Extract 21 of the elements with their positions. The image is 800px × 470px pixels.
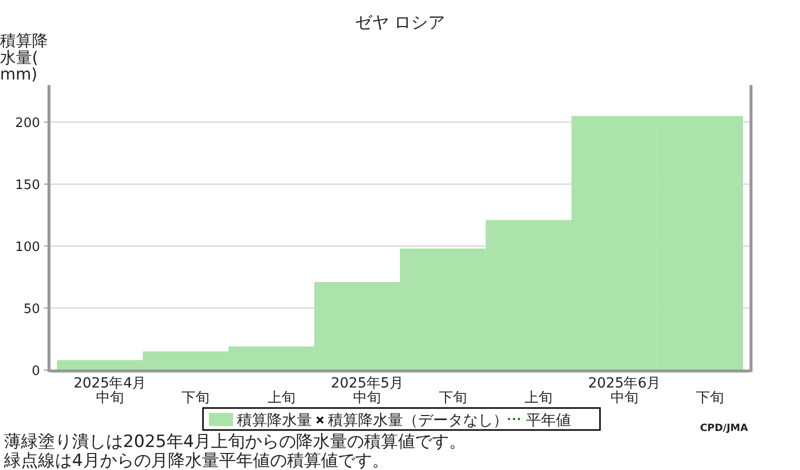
annotation: CPD/JMA	[700, 423, 748, 434]
ylabel: 積算降水量(mm)	[0, 31, 48, 84]
ytick-label: 150	[15, 178, 40, 194]
legend-label: 積算降水量（データなし）	[328, 411, 508, 429]
ytick-label: 100	[15, 240, 40, 256]
title: ゼヤ ロシア	[354, 13, 446, 33]
xtick-label: 上旬	[524, 390, 553, 406]
ytick-label: 50	[23, 302, 40, 318]
xtick-label: 2025年4月中旬	[74, 375, 146, 406]
legend-label: 積算降水量	[237, 411, 312, 429]
xtick-label: 上旬	[267, 390, 296, 406]
ytick-label: 200	[15, 116, 40, 132]
xtick-label: 下旬	[438, 390, 467, 406]
xtick-label: 下旬	[696, 390, 724, 406]
xtick-label: 2025年6月中旬	[588, 375, 661, 406]
xtick-label: 下旬	[182, 390, 210, 406]
ytick-label: 0	[32, 364, 40, 379]
legend-label: 平年値	[526, 411, 571, 429]
xtick-label: 2025年5月中旬	[330, 375, 404, 406]
annotation: 緑点線は4月からの月降水量平年値の積算値です。	[4, 451, 389, 470]
annotation: 薄緑塗り潰しは2025年4月上旬からの降水量の積算値です。	[4, 432, 466, 452]
